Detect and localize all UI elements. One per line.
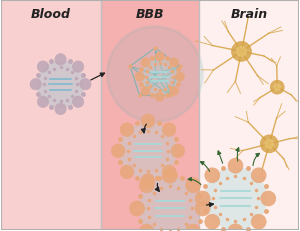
Text: Blood: Blood [31, 8, 71, 21]
Circle shape [195, 191, 210, 206]
Circle shape [120, 123, 134, 137]
Circle shape [155, 53, 164, 62]
Circle shape [73, 97, 84, 108]
Circle shape [205, 168, 220, 183]
Circle shape [107, 27, 203, 122]
Circle shape [270, 81, 284, 95]
Circle shape [139, 224, 154, 231]
Circle shape [273, 84, 281, 92]
Circle shape [251, 214, 266, 229]
Circle shape [162, 123, 176, 137]
Circle shape [186, 178, 200, 193]
Circle shape [228, 224, 243, 231]
Circle shape [236, 47, 247, 58]
Circle shape [130, 201, 145, 216]
Circle shape [141, 174, 155, 188]
Circle shape [205, 214, 220, 229]
Circle shape [232, 42, 251, 62]
Circle shape [141, 115, 155, 128]
Circle shape [260, 135, 278, 153]
Circle shape [186, 224, 200, 231]
Circle shape [171, 144, 184, 158]
Text: BBB: BBB [136, 8, 164, 21]
Circle shape [139, 178, 154, 193]
Circle shape [175, 73, 184, 82]
Circle shape [228, 158, 243, 173]
Circle shape [55, 104, 66, 115]
Polygon shape [140, 178, 200, 231]
Circle shape [73, 62, 84, 73]
Polygon shape [205, 168, 266, 229]
Circle shape [37, 62, 49, 73]
Circle shape [264, 139, 274, 149]
Circle shape [251, 168, 266, 183]
Circle shape [120, 165, 134, 179]
Circle shape [155, 93, 164, 102]
Circle shape [55, 55, 66, 66]
Circle shape [169, 59, 178, 68]
Circle shape [30, 79, 41, 91]
Circle shape [162, 168, 177, 183]
Bar [199, 1, 299, 230]
Circle shape [37, 97, 49, 108]
Circle shape [169, 87, 178, 96]
Circle shape [141, 87, 150, 96]
Bar [1, 1, 101, 230]
Circle shape [162, 165, 176, 179]
Bar [101, 1, 199, 230]
Circle shape [261, 191, 276, 206]
Circle shape [135, 73, 144, 82]
Circle shape [195, 201, 210, 216]
Polygon shape [121, 124, 176, 179]
Circle shape [141, 59, 150, 68]
Polygon shape [38, 62, 83, 108]
Circle shape [80, 79, 91, 91]
Circle shape [111, 144, 125, 158]
Polygon shape [141, 59, 178, 96]
Text: Brain: Brain [231, 8, 268, 21]
